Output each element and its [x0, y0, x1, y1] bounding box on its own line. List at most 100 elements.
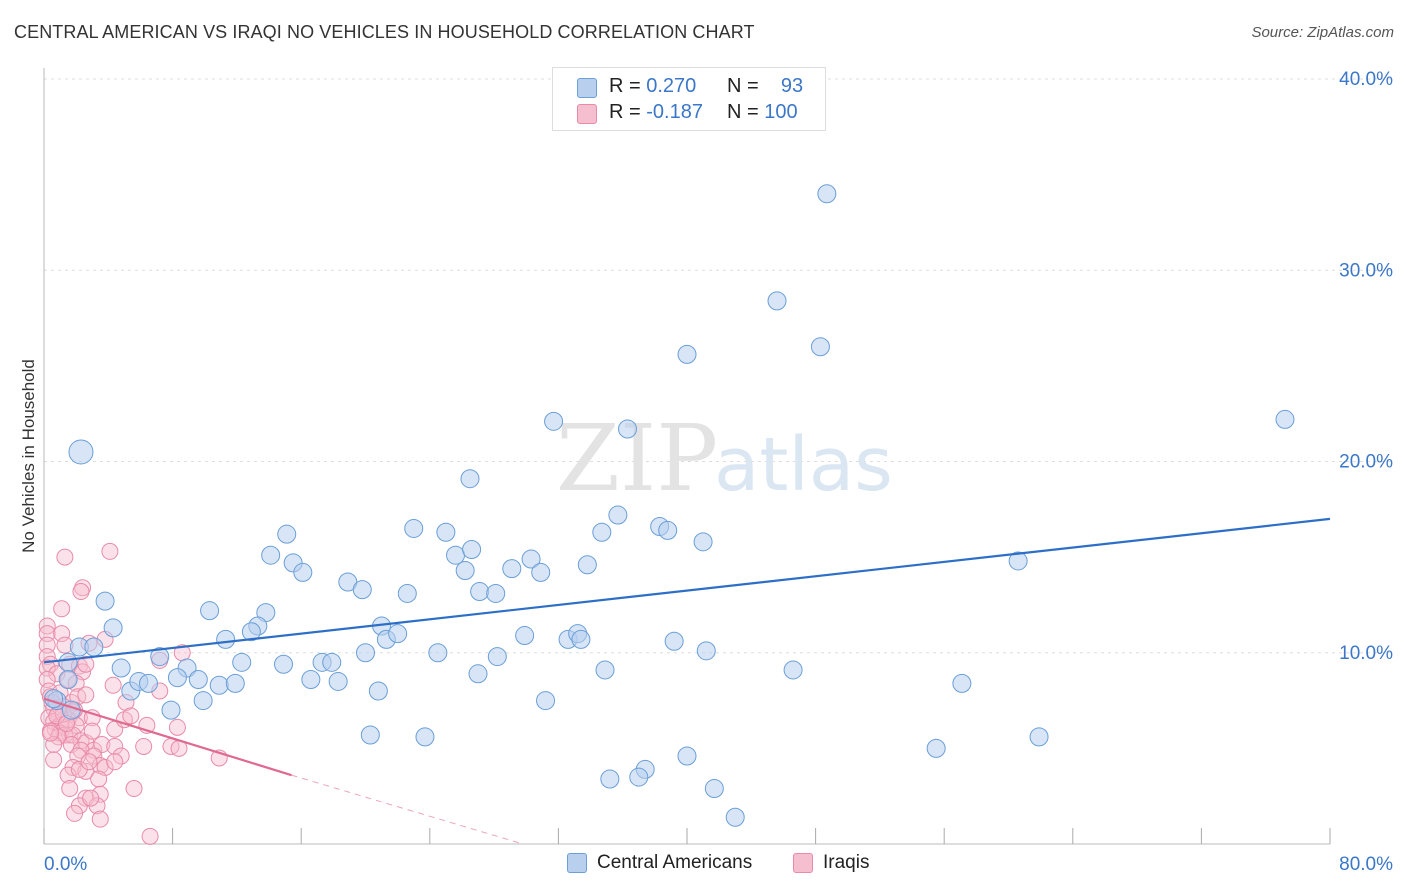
data-point-iraqis	[104, 676, 122, 694]
data-point-central-americans	[783, 660, 803, 680]
data-point-central-americans	[1008, 551, 1028, 571]
central-americans-points	[44, 184, 1295, 827]
data-point-central-americans	[58, 670, 78, 690]
data-point-central-americans	[360, 725, 380, 745]
n-label: N =	[727, 101, 759, 123]
data-point-central-americans	[810, 337, 830, 357]
data-point-central-americans	[817, 184, 837, 204]
r-label: R =	[609, 101, 641, 123]
r-label: R =	[609, 75, 641, 97]
data-point-central-americans	[322, 652, 342, 672]
trend-line-iraqis-extension	[291, 774, 524, 845]
y-tick-label: 20.0%	[1339, 452, 1393, 473]
data-point-central-americans	[111, 658, 131, 678]
legend-swatch-blue	[567, 853, 587, 873]
data-point-central-americans	[368, 681, 388, 701]
tick-labels: 10.0% 20.0% 30.0% 40.0% 0.0% 80.0%	[44, 69, 1393, 875]
watermark-atlas: atlas	[714, 422, 893, 508]
data-point-central-americans	[193, 691, 213, 711]
data-point-iraqis	[122, 707, 140, 725]
data-point-iraqis	[72, 583, 90, 601]
data-point-central-americans	[595, 660, 615, 680]
legend-swatch-pink	[793, 853, 813, 873]
r-value: -0.187	[646, 101, 703, 123]
data-point-iraqis	[77, 686, 95, 704]
y-axis-label: No Vehicles in Household	[19, 359, 38, 553]
n-value: 93	[780, 75, 804, 97]
data-point-central-americans	[138, 673, 158, 693]
data-point-central-americans	[455, 561, 475, 581]
y-tick-label: 40.0%	[1339, 69, 1393, 90]
data-point-central-americans	[462, 539, 482, 559]
chart-title: CENTRAL AMERICAN VS IRAQI NO VEHICLES IN…	[14, 22, 755, 42]
source-label: Source: ZipAtlas.com	[1251, 24, 1394, 41]
data-point-iraqis	[112, 747, 130, 765]
data-point-iraqis	[45, 751, 63, 769]
y-tick-label: 10.0%	[1339, 643, 1393, 664]
data-point-central-americans	[388, 624, 408, 644]
stats-legend: R = 0.270 N = 93 R = -0.187 N = 100	[552, 67, 826, 131]
data-point-central-americans	[225, 673, 245, 693]
data-point-central-americans	[521, 549, 541, 569]
data-point-central-americans	[658, 520, 678, 540]
data-point-iraqis	[125, 780, 143, 798]
data-point-central-americans	[428, 643, 448, 663]
data-point-central-americans	[446, 545, 466, 565]
data-point-central-americans	[592, 522, 612, 542]
data-point-iraqis	[85, 747, 103, 765]
data-point-central-americans	[200, 601, 220, 621]
data-point-central-americans	[167, 668, 187, 688]
legend-swatch-pink	[577, 104, 597, 124]
data-point-central-americans	[1029, 727, 1049, 747]
data-point-central-americans	[629, 767, 649, 787]
data-point-central-americans	[502, 559, 522, 579]
trend-line-central-americans	[43, 517, 1331, 664]
legend-swatch-blue	[577, 78, 597, 98]
axes	[43, 68, 1331, 845]
data-point-iraqis	[91, 810, 109, 828]
data-point-central-americans	[544, 411, 564, 431]
watermark-zip: ZIP	[556, 405, 718, 512]
data-point-central-americans	[486, 583, 506, 603]
data-point-iraqis	[141, 827, 159, 845]
data-point-iraqis	[56, 548, 74, 566]
data-point-central-americans	[352, 580, 372, 600]
data-point-central-americans	[68, 439, 94, 465]
data-point-iraqis	[83, 722, 101, 740]
n-value: 100	[764, 101, 798, 123]
y-tick-label: 30.0%	[1339, 260, 1393, 281]
data-point-central-americans	[436, 522, 456, 542]
data-point-iraqis	[82, 789, 100, 807]
data-point-central-americans	[470, 582, 490, 602]
data-point-central-americans	[536, 691, 556, 711]
data-point-central-americans	[161, 700, 181, 720]
legend-label: Iraqis	[823, 852, 870, 873]
data-point-iraqis	[41, 724, 59, 742]
data-point-central-americans	[58, 652, 78, 672]
data-point-central-americans	[241, 622, 261, 642]
data-point-central-americans	[261, 545, 281, 565]
data-point-central-americans	[515, 626, 535, 646]
data-point-central-americans	[188, 670, 208, 690]
data-point-central-americans	[328, 671, 348, 691]
legend-label: Central Americans	[597, 852, 753, 873]
data-point-iraqis	[61, 780, 79, 798]
trend-line-iraqis	[43, 697, 292, 777]
data-point-iraqis	[66, 804, 84, 822]
data-point-central-americans	[618, 419, 638, 439]
data-point-central-americans	[693, 532, 713, 552]
trend-lines	[43, 517, 1331, 845]
data-point-central-americans	[487, 647, 507, 667]
data-point-iraqis	[106, 737, 124, 755]
data-point-central-americans	[600, 769, 620, 789]
data-point-iraqis	[90, 770, 108, 788]
data-point-iraqis	[77, 762, 95, 780]
data-point-iraqis	[77, 655, 95, 673]
data-point-central-americans	[725, 807, 745, 827]
data-point-central-americans	[150, 647, 170, 667]
data-point-central-americans	[696, 641, 716, 661]
data-point-central-americans	[216, 629, 236, 649]
data-point-iraqis	[80, 753, 98, 771]
data-point-central-americans	[209, 675, 229, 695]
data-point-central-americans	[952, 673, 972, 693]
